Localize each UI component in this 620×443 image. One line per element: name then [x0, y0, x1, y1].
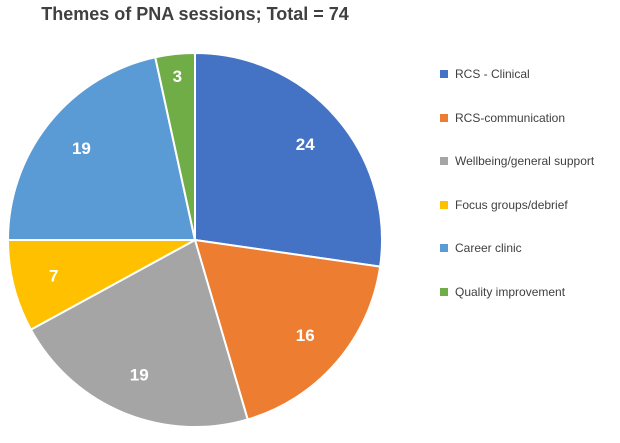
legend-item-career-clinic: Career clinic: [440, 240, 594, 256]
data-label-wellbeing-general-support: 19: [130, 365, 149, 384]
legend-swatch: [440, 244, 448, 252]
data-label-quality-improvement: 3: [173, 67, 182, 86]
legend-label: RCS-communication: [455, 110, 566, 125]
legend-item-focus-groups-debrief: Focus groups/debrief: [440, 197, 594, 213]
legend-swatch: [440, 70, 448, 78]
chart-title: Themes of PNA sessions; Total = 74: [41, 4, 349, 24]
legend-item-quality-improvement: Quality improvement: [440, 284, 594, 300]
pie-slice-rcs-communication: [194, 239, 382, 421]
data-label-focus-groups-debrief: 7: [49, 267, 58, 286]
data-label-rcs-communication: 16: [296, 326, 315, 345]
legend-swatch: [440, 113, 448, 122]
legend-swatch: [440, 200, 448, 209]
legend-label: Focus groups/debrief: [455, 197, 568, 212]
legend-label: Career clinic: [455, 241, 522, 255]
legend-swatch: [440, 287, 448, 296]
legend-item-wellbeing-general-support: Wellbeing/general support: [440, 153, 594, 169]
legend-label: Wellbeing/general support: [455, 154, 595, 168]
legend-item-rcs-clinical: RCS - Clinical: [440, 66, 594, 82]
legend-label: Quality improvement: [455, 284, 566, 299]
legend: RCS - Clinical RCS-communication Wellbeing…: [440, 66, 594, 327]
pie-slice-focus-groups-debrief: [7, 239, 196, 331]
data-label-career-clinic: 19: [72, 139, 91, 158]
pie-slice-quality-improvement: [154, 52, 196, 241]
legend-label: RCS - Clinical: [455, 67, 530, 81]
data-label-rcs-clinical: 24: [296, 135, 315, 154]
legend-item-rcs-communication: RCS-communication: [440, 110, 594, 126]
pie-slice-career-clinic: [7, 56, 196, 241]
legend-swatch: [440, 157, 448, 165]
pie-slice-rcs-clinical: [194, 52, 383, 268]
pie-slice-wellbeing-general-support: [29, 239, 249, 428]
